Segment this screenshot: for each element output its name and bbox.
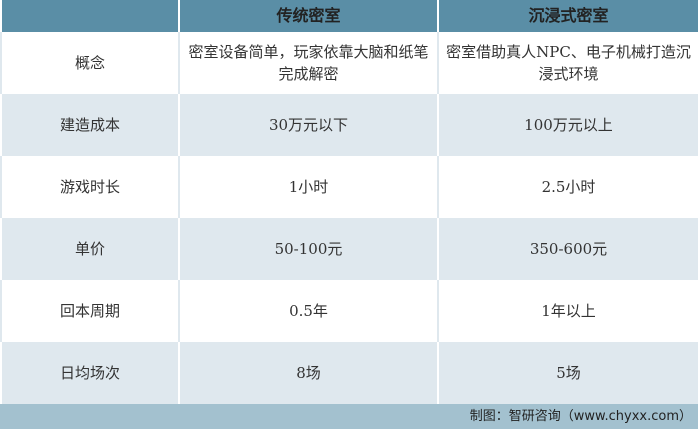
comparison-table: 传统密室 沉浸式密室 概念 密室设备简单，玩家依靠大脑和纸笔完成解密 密室借助真人N… [0,0,698,404]
row-label: 日均场次 [0,342,180,404]
table-row: 游戏时长 1小时 2.5小时 [0,156,698,218]
row-label: 回本周期 [0,280,180,342]
header-row: 传统密室 沉浸式密室 [0,0,698,32]
header-traditional: 传统密室 [178,0,439,32]
immersive-cell: 1年以上 [437,280,698,342]
row-label: 建造成本 [0,94,180,156]
table-row: 回本周期 0.5年 1年以上 [0,280,698,342]
table-row: 日均场次 8场 5场 [0,342,698,404]
immersive-cell: 350-600元 [437,218,698,280]
row-label: 单价 [0,218,180,280]
row-label: 概念 [0,32,180,94]
traditional-cell: 1小时 [178,156,439,218]
header-immersive: 沉浸式密室 [437,0,698,32]
immersive-cell: 2.5小时 [437,156,698,218]
table-row: 概念 密室设备简单，玩家依靠大脑和纸笔完成解密 密室借助真人NPC、电子机械打造沉浸… [0,32,698,94]
traditional-cell: 密室设备简单，玩家依靠大脑和纸笔完成解密 [178,32,439,94]
immersive-cell: 100万元以上 [437,94,698,156]
traditional-cell: 30万元以下 [178,94,439,156]
table-row: 建造成本 30万元以下 100万元以上 [0,94,698,156]
row-label: 游戏时长 [0,156,180,218]
header-blank [0,0,180,32]
table-row: 单价 50-100元 350-600元 [0,218,698,280]
immersive-cell: 5场 [437,342,698,404]
traditional-cell: 0.5年 [178,280,439,342]
traditional-cell: 8场 [178,342,439,404]
traditional-cell: 50-100元 [178,218,439,280]
immersive-cell: 密室借助真人NPC、电子机械打造沉浸式环境 [437,32,698,94]
source-footer: 制图：智研咨询（www.chyxx.com） [0,404,698,429]
